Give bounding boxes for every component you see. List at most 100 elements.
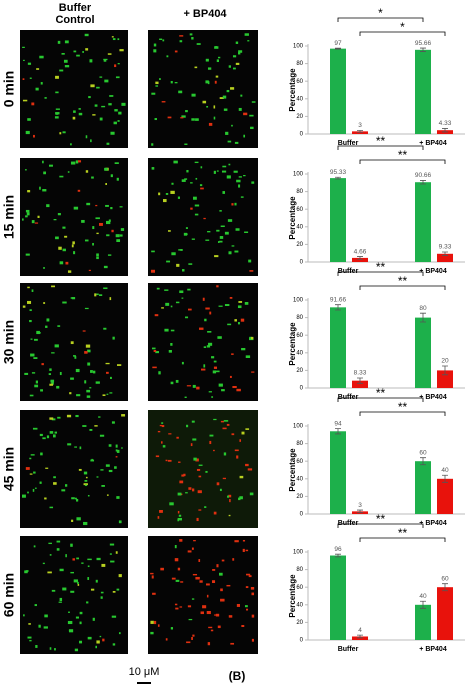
cell [90,84,95,88]
cell [90,139,92,143]
value-label: 3 [358,502,362,509]
y-tick-label: 100 [293,298,304,304]
cell [220,420,225,423]
x-tick-label: Buffer [338,140,359,147]
cell [112,336,115,340]
cell [30,353,35,357]
cell [29,77,32,79]
y-tick-label: 60 [296,207,303,213]
cell [92,226,95,230]
cell [227,495,229,498]
cell [251,638,254,642]
cell [240,196,244,198]
cell [196,43,201,45]
cell [179,539,183,542]
cell [53,476,56,479]
cell [84,351,88,354]
cell [186,385,192,387]
cell [32,488,35,492]
cell [174,545,177,549]
cell [170,381,174,385]
micrograph [148,410,258,528]
cell [98,294,103,297]
cell [27,118,31,121]
bar [437,478,453,514]
cell [165,459,168,462]
cell [59,69,64,72]
value-label: 94 [334,420,342,427]
error-bar [335,176,341,180]
cell [70,297,73,299]
cell [103,58,108,61]
cell [191,37,194,40]
y-axis-label: Percentage [288,322,297,366]
cell [174,603,178,606]
cell [231,203,234,206]
cell [159,78,161,80]
cell [43,171,47,175]
cell [90,588,95,591]
cell [63,59,68,63]
cell [108,444,112,447]
cell [216,564,219,568]
cell [175,379,179,383]
cell [181,361,184,365]
cell [183,232,188,236]
cell [238,50,243,53]
cell [116,364,122,366]
x-tick-label: + BP404 [419,140,447,147]
cell [234,202,237,206]
y-tick-label: 0 [300,386,304,392]
cell [34,384,39,388]
cell [153,43,157,47]
error-bar [442,128,448,133]
cell [194,204,200,207]
cell [231,124,233,127]
cell [75,497,77,500]
cell [164,289,169,291]
cell [105,464,110,467]
cell [195,576,200,580]
y-tick-label: 100 [293,44,304,50]
y-tick-label: 40 [296,476,303,482]
cell [239,475,244,479]
cell [177,196,181,199]
x-tick-label: Buffer [338,268,359,275]
cell [33,357,38,359]
cell [233,170,238,173]
cell [171,182,174,185]
cell [248,259,252,263]
cell [249,270,254,272]
cell [22,78,25,80]
cell [109,392,113,394]
cell [104,79,109,83]
cell [49,647,52,650]
cell [151,250,155,253]
value-label: 3 [358,122,362,129]
cell [223,452,227,456]
cell [177,518,179,522]
cell [110,174,113,178]
cell [215,370,220,373]
cell [40,452,43,456]
cell [49,383,54,386]
cell [219,572,223,576]
cell [251,592,255,596]
cell [86,389,91,393]
error-bar [335,304,341,311]
significance-label: ** [376,134,386,148]
significance-label: * [378,6,383,20]
cell [115,551,118,554]
cell [221,170,227,173]
cell [170,329,175,332]
cell [211,356,215,359]
cell [99,76,103,78]
cell [228,615,233,618]
cell [205,239,210,241]
cell [57,40,61,44]
row-label: 30 min [1,320,17,364]
error-bar [442,474,448,483]
cell [99,434,105,437]
cell [118,574,122,578]
cell [211,396,214,398]
